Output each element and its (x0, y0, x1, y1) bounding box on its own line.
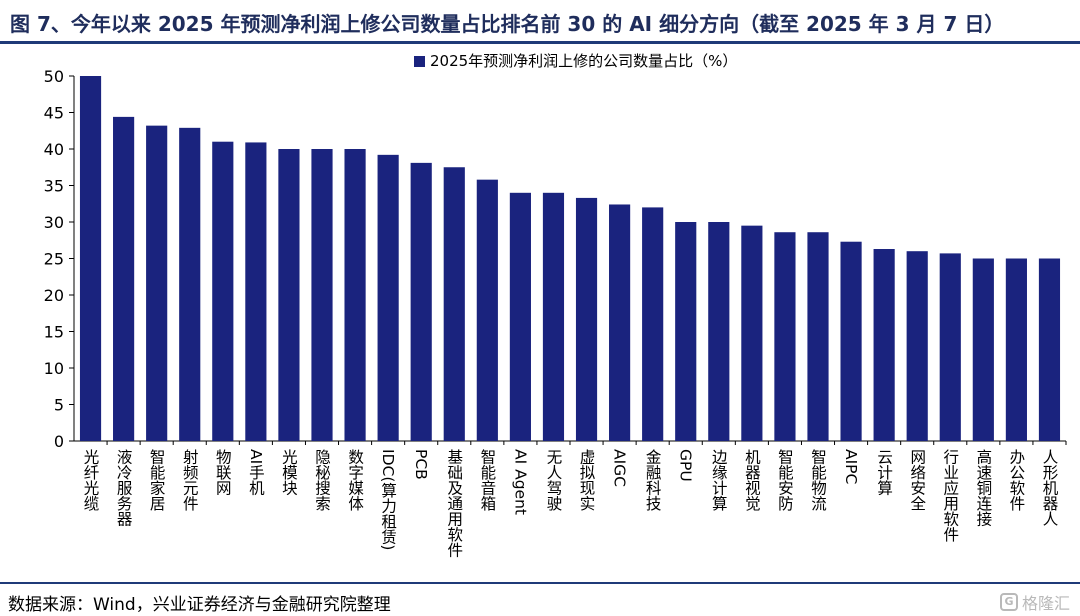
watermark-text: 格隆汇 (1021, 594, 1070, 613)
x-tick-label: 智能物流 (809, 449, 827, 513)
y-tick-label: 20 (44, 286, 64, 305)
bar (873, 249, 895, 441)
x-tick-label: 基础及通用软件 (445, 449, 463, 558)
chart-bars (79, 76, 1061, 441)
x-tick-label: PCB (412, 449, 430, 480)
bar (906, 251, 928, 441)
x-tick-label: 智能安防 (776, 449, 794, 513)
x-tick-label: 虚拟现实 (578, 449, 596, 512)
x-tick-label: AI Agent (511, 449, 529, 515)
bar (774, 232, 796, 441)
bar (278, 149, 300, 441)
y-tick-label: 25 (44, 250, 64, 269)
x-tick-label: 智能家居 (148, 449, 166, 512)
x-tick-label: 云计算 (875, 449, 893, 496)
x-tick-label: 液冷服务器 (115, 449, 133, 527)
x-tick-label: 无人驾驶 (544, 449, 562, 511)
bar (609, 204, 631, 441)
y-tick-label: 45 (44, 104, 64, 123)
x-tick-label: 人形机器人 (1040, 449, 1058, 527)
x-tick-label: IDC(算力租赁) (379, 449, 397, 550)
y-tick-label: 40 (44, 140, 64, 159)
x-tick-label: 办公软件 (1007, 449, 1025, 512)
x-tick-label: 隐秘搜索 (313, 449, 331, 512)
x-tick-label: 网络安全 (908, 449, 926, 511)
y-tick-label: 15 (44, 323, 64, 342)
bar (476, 179, 498, 441)
bar (79, 76, 102, 441)
bar (146, 125, 168, 441)
watermark: G 格隆汇 (999, 590, 1070, 614)
source-note: 数据来源：Wind，兴业证券经济与金融研究院整理 (8, 595, 391, 615)
x-tick-labels: 光纤光缆 液冷服务器 智能家居 射频元件 物联网 AI手机 光模块 隐秘搜索 数字媒体 IDC(算… (82, 449, 1059, 558)
bar (807, 232, 829, 441)
x-tick-label: 射频元件 (181, 449, 199, 512)
y-tick-label: 30 (44, 213, 64, 232)
x-tick-label: 金融科技 (644, 449, 662, 513)
x-tick-label: 边缘计算 (710, 449, 728, 512)
y-tick-label: 50 (44, 67, 64, 86)
y-tick-label: 10 (44, 359, 64, 378)
bar (443, 167, 465, 441)
y-tick-label: 5 (54, 396, 64, 415)
bar (113, 116, 135, 441)
x-tick-label: 智能音箱 (478, 449, 496, 512)
x-tick-label: GPU (677, 449, 695, 482)
legend-label: 2025年预测净利润上修的公司数量占比（%） (430, 52, 737, 70)
bar (1005, 258, 1027, 441)
x-tick-label: 光纤光缆 (82, 449, 100, 512)
x-tick-label: 物联网 (214, 449, 232, 497)
bar (311, 149, 333, 441)
y-tick-label: 35 (44, 177, 64, 196)
chart-title: 图 7、今年以来 2025 年预测净利润上修公司数量占比排名前 30 的 AI … (10, 12, 1005, 36)
bar (642, 207, 664, 441)
bar (509, 192, 531, 441)
y-tick-label: 0 (54, 432, 64, 451)
bar (972, 258, 994, 441)
watermark-logo-icon: G (999, 593, 1018, 611)
x-tick-label: 光模块 (280, 449, 298, 496)
bar (410, 162, 432, 441)
bar (840, 241, 862, 441)
bar (245, 142, 267, 441)
legend-swatch (414, 56, 425, 67)
chart-legend: 2025年预测净利润上修的公司数量占比（%） (414, 52, 737, 70)
bar (377, 154, 399, 441)
x-tick-label: 行业应用软件 (941, 449, 959, 543)
bar (1038, 258, 1061, 441)
bar (575, 197, 598, 441)
title-bar: 图 7、今年以来 2025 年预测净利润上修公司数量占比排名前 30 的 AI … (0, 0, 1080, 44)
bar-chart: 0 5 10 15 20 25 30 35 40 45 50 光纤光缆 液冷服务器 智能家居 射频元件 物联… (44, 52, 1067, 558)
bar (939, 253, 961, 441)
bar (741, 225, 763, 441)
bar (212, 141, 234, 441)
chart-axes: 0 5 10 15 20 25 30 35 40 45 50 (44, 67, 1067, 451)
bar (344, 149, 366, 441)
bar (179, 127, 201, 441)
footer: 数据来源：Wind，兴业证券经济与金融研究院整理 G 格隆汇 (0, 582, 1080, 616)
x-tick-label: AIPC (842, 449, 860, 484)
x-tick-label: 机器视觉 (743, 449, 761, 512)
bar (542, 192, 565, 441)
bar (708, 222, 730, 441)
x-tick-label: AIGC (611, 449, 629, 487)
x-tick-label: 数字媒体 (346, 449, 364, 512)
bar (675, 222, 697, 441)
x-tick-label: AI手机 (247, 449, 265, 496)
x-tick-label: 高速铜连接 (974, 449, 992, 528)
